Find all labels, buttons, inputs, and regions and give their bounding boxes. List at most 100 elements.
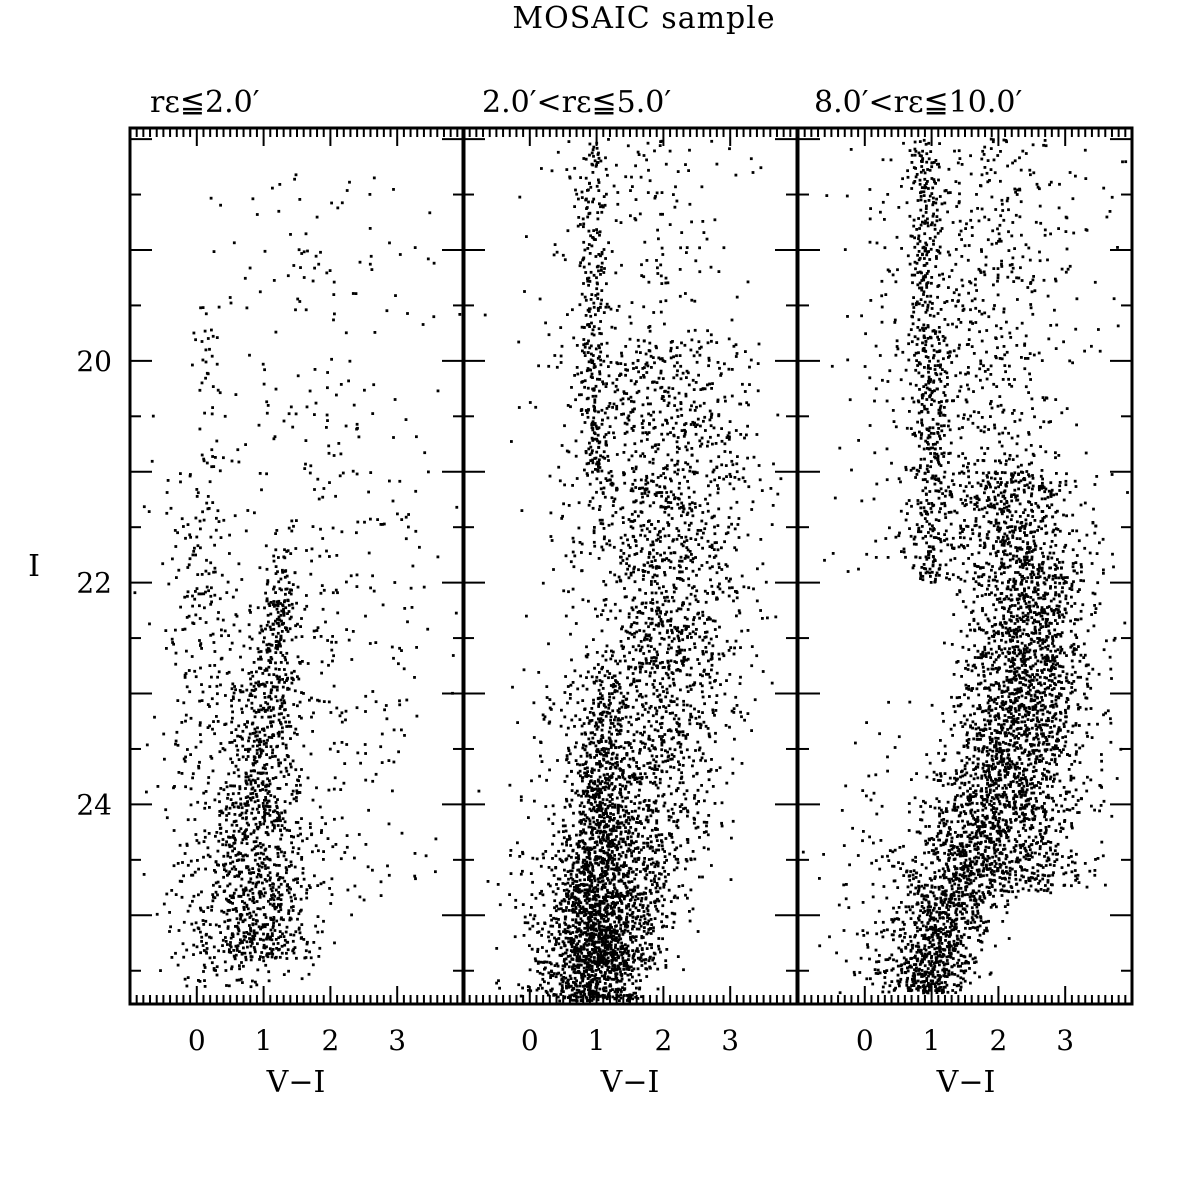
star-point xyxy=(587,953,591,957)
star-point xyxy=(242,964,245,968)
star-point xyxy=(580,551,583,554)
star-point xyxy=(728,435,731,439)
star-point xyxy=(367,551,371,555)
star-point xyxy=(179,472,182,475)
star-point xyxy=(550,987,554,991)
star-point xyxy=(654,623,658,627)
star-point xyxy=(699,345,703,349)
star-point xyxy=(252,758,256,762)
star-point xyxy=(568,960,572,964)
star-point xyxy=(581,812,584,816)
star-point xyxy=(268,808,272,812)
star-point xyxy=(244,804,248,807)
star-point xyxy=(577,939,581,943)
star-point xyxy=(593,756,596,759)
star-point xyxy=(319,591,323,595)
star-point xyxy=(268,871,272,875)
star-point xyxy=(658,777,662,781)
star-point xyxy=(633,802,636,805)
star-point xyxy=(202,592,206,596)
star-point xyxy=(337,442,341,445)
star-point xyxy=(266,404,270,407)
star-point xyxy=(364,843,368,846)
star-point xyxy=(168,911,171,914)
star-point xyxy=(661,794,665,798)
star-point xyxy=(174,742,177,746)
star-point xyxy=(285,550,289,553)
star-point xyxy=(617,683,621,686)
star-point xyxy=(676,502,680,506)
star-point xyxy=(684,893,687,897)
star-point xyxy=(310,833,313,837)
star-point xyxy=(559,354,563,358)
x-tick-label: 2 xyxy=(321,1024,339,1057)
star-point xyxy=(577,989,581,992)
star-point xyxy=(350,658,354,661)
star-point xyxy=(592,913,595,916)
star-point xyxy=(280,944,284,948)
star-point xyxy=(351,630,355,633)
star-point xyxy=(164,808,168,812)
star-point xyxy=(291,909,295,912)
star-point xyxy=(622,746,626,750)
star-point xyxy=(566,980,570,983)
star-point xyxy=(264,923,267,926)
star-point xyxy=(664,837,668,840)
star-point xyxy=(709,459,713,463)
star-point xyxy=(584,958,588,961)
star-point xyxy=(255,795,259,798)
star-point xyxy=(592,886,596,890)
star-point xyxy=(255,881,259,885)
star-point xyxy=(258,566,262,570)
star-point xyxy=(263,913,267,916)
star-point xyxy=(615,404,619,408)
star-point xyxy=(625,918,628,922)
star-point xyxy=(295,519,298,522)
star-point xyxy=(615,844,619,847)
star-point xyxy=(593,908,597,912)
star-point xyxy=(752,587,755,591)
star-point xyxy=(653,573,656,577)
star-point xyxy=(239,802,243,806)
star-point xyxy=(220,634,223,638)
star-point xyxy=(560,984,564,987)
star-point xyxy=(643,826,646,830)
star-point xyxy=(608,711,612,715)
star-points-inner xyxy=(133,173,462,989)
star-point xyxy=(335,554,339,557)
star-point xyxy=(567,996,570,999)
star-point xyxy=(213,896,217,900)
star-point xyxy=(282,607,285,611)
star-point xyxy=(568,925,572,929)
star-point xyxy=(666,619,669,623)
star-point xyxy=(248,747,252,751)
star-point xyxy=(682,708,685,712)
star-point xyxy=(611,896,615,899)
star-point xyxy=(651,601,655,605)
star-point xyxy=(192,943,196,947)
star-point xyxy=(235,588,238,592)
star-point xyxy=(284,658,287,662)
star-point xyxy=(562,976,565,979)
star-point xyxy=(689,423,693,426)
star-point xyxy=(308,822,312,826)
star-point xyxy=(289,405,293,409)
star-point xyxy=(223,868,226,871)
star-point xyxy=(272,673,276,676)
star-point xyxy=(383,708,386,712)
star-point xyxy=(230,740,234,744)
star-point xyxy=(686,733,689,736)
star-point xyxy=(680,501,684,505)
star-point xyxy=(215,965,219,969)
star-point xyxy=(267,620,270,624)
star-point xyxy=(613,817,616,820)
star-point xyxy=(305,604,309,608)
star-point xyxy=(610,906,614,910)
star-point xyxy=(235,824,239,827)
star-point xyxy=(562,959,566,963)
star-point xyxy=(252,901,256,904)
star-point xyxy=(575,887,578,891)
star-point xyxy=(614,972,617,976)
star-point xyxy=(600,667,604,671)
